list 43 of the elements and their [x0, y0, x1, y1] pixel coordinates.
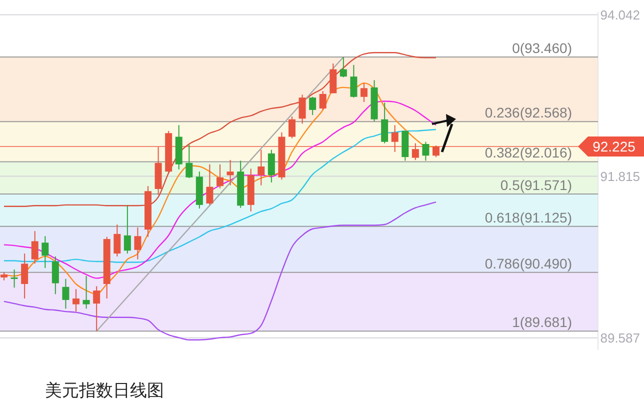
candlestick: [52, 256, 59, 295]
candlestick: [42, 236, 49, 269]
candlestick: [186, 144, 193, 179]
line-series: [3, 52, 437, 207]
y-tick-label: 94.042: [600, 7, 640, 22]
candlestick: [216, 164, 224, 189]
ref-line-label: 0.5(91.571): [500, 176, 572, 193]
ref-line-label: 0.382(92.016): [484, 144, 572, 161]
candlestick: [114, 224, 121, 257]
candlestick: [206, 164, 214, 206]
candlestick: [319, 90, 326, 110]
candlestick: [309, 96, 316, 116]
candlestick: [288, 116, 296, 139]
candlestick: [226, 159, 234, 186]
candlestick: [381, 102, 388, 144]
candlestick: [10, 268, 18, 288]
candlestick: [72, 288, 80, 312]
candlestick: [124, 205, 131, 254]
ref-line-label: 1(89.681): [512, 314, 572, 330]
ref-line-label: 92.225: [592, 138, 636, 154]
candlestick: [258, 149, 265, 186]
candlestick: [93, 286, 100, 332]
y-tick-label: 89.587: [600, 330, 640, 346]
line-series: [3, 100, 437, 279]
candlestick: [340, 56, 347, 78]
candlestick: [350, 64, 358, 98]
ref-line-label: 0(93.460): [512, 40, 572, 56]
ref-line-label: 0.618(91.125): [484, 209, 572, 226]
candlestick: [134, 226, 142, 260]
candlestick: [21, 253, 28, 299]
candlestick: [82, 276, 90, 310]
candlestick: [360, 82, 368, 102]
y-tick-label: 91.815: [600, 168, 640, 184]
candlestick: [268, 149, 275, 183]
candlestick: [422, 141, 430, 162]
candlestick: [330, 63, 337, 94]
candlestick: [298, 94, 306, 124]
line-series: [3, 201, 437, 340]
candlestick: [31, 230, 38, 264]
ref-line-label: 0.786(90.490): [484, 255, 572, 272]
ref-line-label: 0.236(92.568): [484, 104, 572, 121]
candlestick: [62, 278, 70, 310]
text: 美元指数日线图: [45, 381, 164, 401]
